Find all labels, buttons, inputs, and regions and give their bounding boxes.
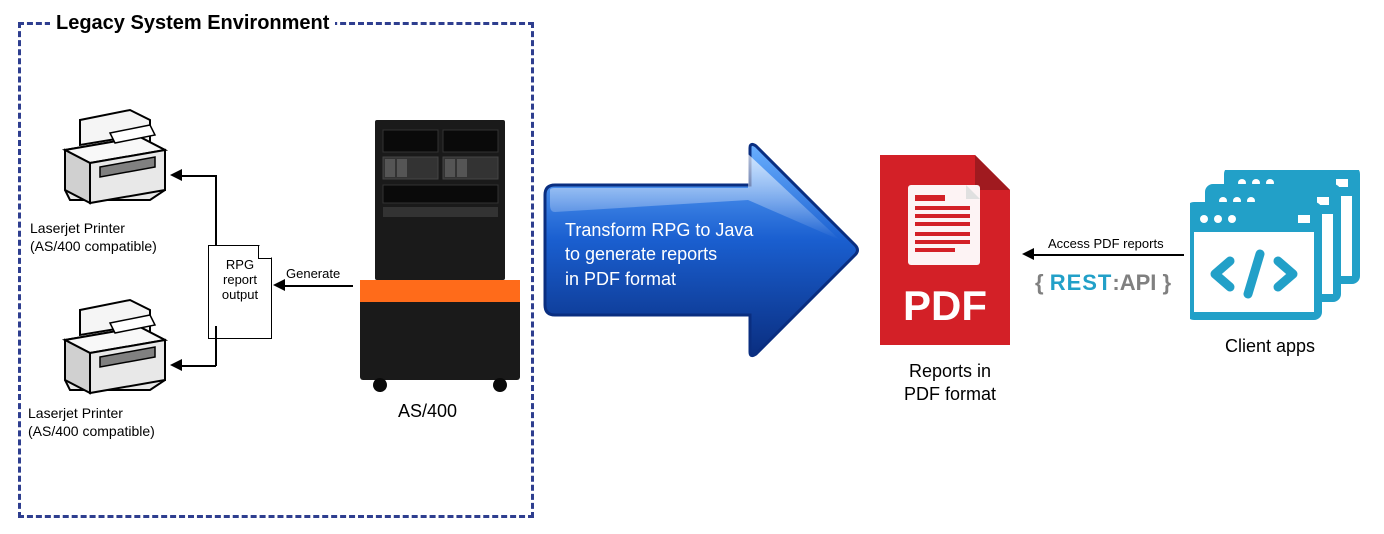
- rpg-doc-icon: RPG report output: [208, 245, 272, 339]
- printer2-label-l1: Laserjet Printer: [28, 405, 123, 421]
- arrow-head-icon: [170, 359, 182, 371]
- printer-1-icon: [55, 105, 175, 205]
- printer1-label-l1: Laserjet Printer: [30, 220, 125, 236]
- generate-label: Generate: [286, 266, 340, 281]
- printer1-label-l2: (AS/400 compatible): [30, 238, 157, 254]
- connector-line: [215, 175, 217, 245]
- rest-api-icon: { REST:API }: [1035, 270, 1171, 296]
- connector-line: [180, 175, 216, 177]
- arrow-text-l1: Transform RPG to Java: [565, 220, 753, 240]
- printer-2-label: Laserjet Printer (AS/400 compatible): [28, 405, 188, 440]
- legacy-title-wrap: Legacy System Environment: [50, 12, 335, 35]
- pdf-icon: PDF: [870, 150, 1020, 355]
- as400-server-icon: [355, 115, 525, 400]
- arrow-text-l2: to generate reports: [565, 244, 717, 264]
- arrow-head-icon: [170, 169, 182, 181]
- arrow-text-l3: in PDF format: [565, 269, 676, 289]
- client-apps-icon: [1190, 170, 1370, 335]
- pdf-label-l2: PDF format: [904, 384, 996, 404]
- rpg-doc-l3: output: [209, 288, 271, 303]
- legacy-title: Legacy System Environment: [56, 12, 329, 34]
- as400-label: AS/400: [398, 400, 457, 423]
- pdf-badge-text: PDF: [903, 282, 987, 329]
- connector-line: [283, 285, 353, 287]
- connector-line: [180, 365, 216, 367]
- connector-line: [1032, 254, 1184, 256]
- rest-text: REST: [1050, 270, 1113, 295]
- transform-arrow-text: Transform RPG to Java to generate report…: [565, 218, 765, 291]
- pdf-label-l1: Reports in: [909, 361, 991, 381]
- connector-line: [215, 326, 217, 366]
- rpg-doc-l2: report: [209, 273, 271, 288]
- printer-2-icon: [55, 295, 175, 395]
- printer-1-label: Laserjet Printer (AS/400 compatible): [30, 220, 190, 255]
- api-text: :API: [1112, 270, 1156, 295]
- arrow-head-icon: [273, 279, 285, 291]
- pdf-label: Reports in PDF format: [890, 360, 1010, 405]
- access-label: Access PDF reports: [1048, 236, 1164, 251]
- rpg-doc-l1: RPG: [209, 258, 271, 273]
- printer2-label-l2: (AS/400 compatible): [28, 423, 155, 439]
- arrow-head-icon: [1022, 248, 1034, 260]
- client-apps-label: Client apps: [1225, 335, 1315, 358]
